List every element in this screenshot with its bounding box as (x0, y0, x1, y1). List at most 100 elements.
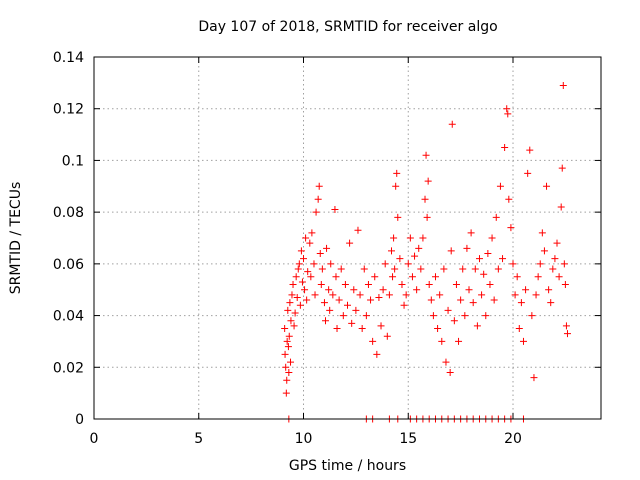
data-point (300, 255, 308, 263)
data-point (536, 260, 544, 268)
data-point (406, 234, 414, 242)
data-point (478, 291, 486, 299)
data-point (282, 389, 290, 397)
data-point (545, 286, 553, 294)
data-point (540, 247, 548, 255)
data-point (287, 317, 295, 325)
y-tick-label: 0.1 (62, 153, 84, 169)
data-point (290, 322, 298, 330)
data-point (492, 213, 500, 221)
data-point (530, 374, 538, 382)
data-point (291, 309, 299, 317)
y-tick-label: 0.06 (53, 257, 84, 273)
data-point (289, 281, 297, 289)
data-point (511, 291, 519, 299)
data-point (448, 120, 456, 128)
data-point (364, 281, 372, 289)
data-point (411, 252, 419, 260)
chart-title: Day 107 of 2018, SRMTID for receiver alg… (198, 19, 497, 35)
data-point (314, 195, 322, 203)
data-point (339, 312, 347, 320)
data-point (307, 273, 315, 281)
data-point (447, 247, 455, 255)
data-point (486, 281, 494, 289)
data-point (457, 296, 465, 304)
data-point (538, 229, 546, 237)
data-point (369, 337, 377, 345)
data-point (329, 291, 337, 299)
data-point (424, 177, 432, 185)
data-point (473, 322, 481, 330)
data-point (503, 105, 511, 113)
data-point (292, 273, 300, 281)
data-point (452, 281, 460, 289)
data-point (331, 206, 339, 214)
data-point (285, 368, 293, 376)
data-point (327, 260, 335, 268)
data-point (283, 337, 291, 345)
data-point (332, 273, 340, 281)
data-point (348, 319, 356, 327)
data-point (413, 286, 421, 294)
data-point (284, 343, 292, 351)
data-point (496, 182, 504, 190)
data-point (310, 260, 318, 268)
data-point (294, 265, 302, 273)
data-point (444, 306, 452, 314)
data-point (304, 268, 312, 276)
data-point (463, 244, 471, 252)
data-point (325, 286, 333, 294)
data-point (387, 247, 395, 255)
data-point (442, 358, 450, 366)
data-point (553, 239, 561, 247)
data-point (281, 350, 289, 358)
data-point (561, 281, 569, 289)
data-point (526, 146, 534, 154)
y-tick-label: 0.08 (53, 205, 84, 221)
data-point (505, 195, 513, 203)
data-point (367, 296, 375, 304)
data-point (504, 110, 512, 118)
data-point (438, 337, 446, 345)
data-point (524, 169, 532, 177)
data-point (296, 301, 304, 309)
data-point (557, 203, 565, 211)
data-point (293, 293, 301, 301)
data-point (455, 337, 463, 345)
data-point (312, 208, 320, 216)
data-point (507, 224, 515, 232)
data-point (431, 273, 439, 281)
data-point (315, 182, 323, 190)
data-point (297, 247, 305, 255)
x-tick-label: 20 (504, 431, 522, 447)
data-point (283, 376, 291, 384)
data-point (287, 358, 295, 366)
data-point (513, 273, 521, 281)
y-axis-label: SRMTID / TECUs (8, 182, 24, 295)
data-point (543, 182, 551, 190)
data-point (396, 255, 404, 263)
y-tick-label: 0.02 (53, 360, 84, 376)
data-point (436, 291, 444, 299)
data-point (373, 350, 381, 358)
data-point (461, 312, 469, 320)
data-point (356, 291, 364, 299)
data-point (360, 265, 368, 273)
data-point (475, 255, 483, 263)
x-tick-label: 15 (399, 431, 417, 447)
data-point (288, 291, 296, 299)
data-point (423, 213, 431, 221)
data-point (499, 255, 507, 263)
data-point (398, 281, 406, 289)
data-point (350, 286, 358, 294)
grid-layer (94, 57, 601, 419)
data-point (389, 273, 397, 281)
y-tick-label: 0.04 (53, 309, 84, 325)
tick-layer: 0 0.02 0.04 0.06 0.08 0.1 0.12 0.14 0 5 10 15 20 (53, 50, 601, 447)
data-point (302, 234, 310, 242)
data-point (490, 296, 498, 304)
x-axis-label: GPS time / hours (289, 458, 406, 474)
data-point (471, 265, 479, 273)
data-point (385, 291, 393, 299)
data-point (480, 270, 488, 278)
